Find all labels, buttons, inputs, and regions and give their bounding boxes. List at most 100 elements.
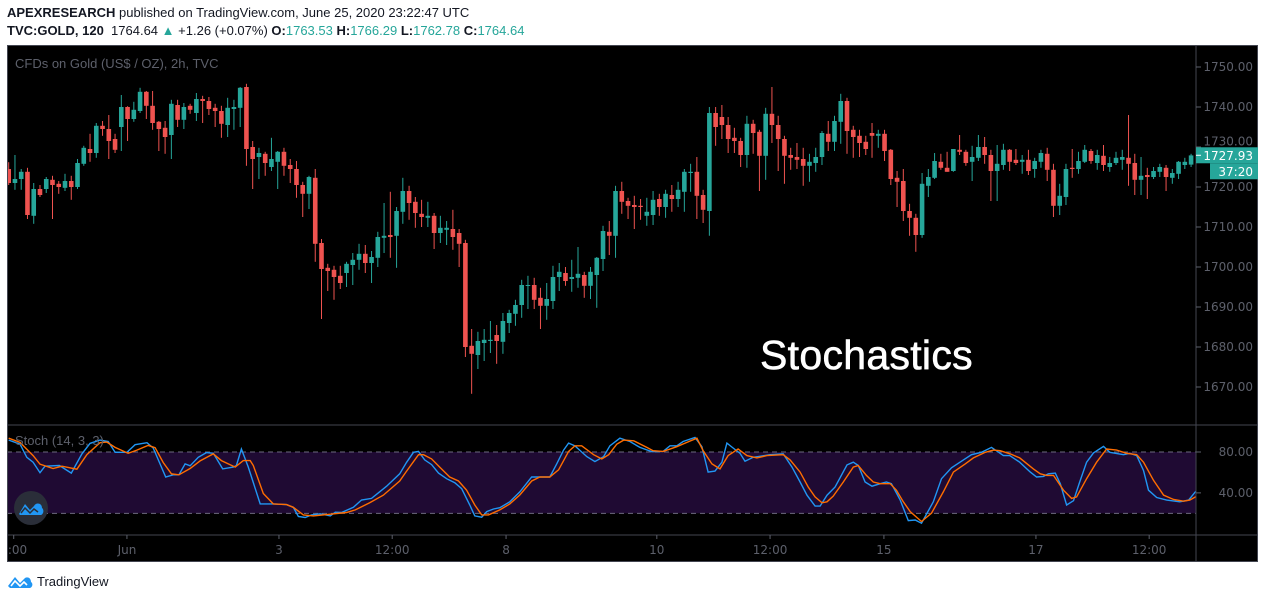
candle-body bbox=[181, 107, 187, 120]
candle-body bbox=[37, 189, 43, 195]
candle bbox=[932, 153, 937, 179]
candle bbox=[969, 145, 975, 181]
candle-body bbox=[750, 123, 756, 133]
candle bbox=[444, 221, 449, 245]
high-label: H: bbox=[336, 23, 351, 38]
candle-body bbox=[800, 159, 806, 166]
stoch-band bbox=[7, 452, 1196, 514]
candle-body bbox=[394, 211, 399, 236]
candle bbox=[1032, 157, 1037, 178]
candle bbox=[594, 257, 600, 308]
chart-frame[interactable]: 1750.00 1740.00 1730.00 1720.00 1710.00 1700.… bbox=[7, 45, 1258, 562]
candle bbox=[287, 159, 293, 183]
candle bbox=[68, 175, 74, 200]
candle bbox=[725, 117, 731, 153]
candle-body bbox=[1051, 169, 1056, 206]
candle bbox=[406, 185, 412, 220]
price-tick-label: 1710.00 bbox=[1203, 220, 1253, 234]
candle bbox=[531, 277, 537, 309]
candle bbox=[1113, 151, 1119, 165]
candle bbox=[1051, 163, 1056, 217]
candle-body bbox=[869, 133, 875, 136]
candle bbox=[100, 121, 105, 136]
candle-body bbox=[1157, 167, 1163, 172]
candle bbox=[1176, 161, 1181, 179]
candle bbox=[463, 239, 468, 357]
candle bbox=[187, 103, 193, 114]
candle bbox=[156, 121, 162, 151]
candle-body bbox=[563, 273, 568, 281]
overlay-title: Stochastics bbox=[760, 332, 973, 379]
candle bbox=[325, 263, 331, 291]
candle-body bbox=[951, 149, 956, 171]
candle-body bbox=[231, 107, 237, 109]
candle bbox=[657, 193, 662, 216]
candle-body bbox=[550, 277, 556, 301]
candle-body bbox=[769, 113, 775, 125]
candle bbox=[388, 191, 393, 258]
candle-body bbox=[1044, 153, 1050, 170]
time-tick-label: 3 bbox=[275, 543, 283, 557]
candle bbox=[1026, 149, 1031, 175]
candle bbox=[506, 309, 512, 333]
candle-body bbox=[544, 299, 550, 306]
time-tick-label: 12:00 bbox=[753, 543, 788, 557]
brand-name: TradingView bbox=[37, 573, 109, 589]
candle bbox=[1094, 149, 1100, 170]
candle bbox=[775, 115, 781, 171]
candle-body bbox=[581, 275, 587, 286]
candle bbox=[807, 153, 812, 182]
candle bbox=[857, 129, 862, 157]
candle bbox=[431, 213, 437, 249]
candle bbox=[976, 135, 981, 161]
candle-body bbox=[444, 227, 449, 230]
candle bbox=[919, 173, 925, 238]
candle bbox=[519, 279, 524, 318]
candle-body bbox=[200, 99, 205, 101]
candle-body bbox=[638, 205, 643, 207]
candle bbox=[250, 141, 255, 189]
main-series-legend[interactable]: CFDs on Gold (US$ / OZ), 2h, TVC bbox=[15, 56, 219, 71]
candle-body bbox=[838, 101, 844, 122]
candle-body bbox=[600, 231, 606, 259]
candle-body bbox=[300, 185, 306, 194]
candle-body bbox=[244, 87, 249, 149]
candle-body bbox=[588, 271, 593, 286]
publisher-name[interactable]: APEXRESEARCH bbox=[7, 5, 116, 20]
candle bbox=[150, 91, 155, 130]
candle-body bbox=[675, 189, 681, 199]
candle bbox=[850, 125, 856, 158]
stoch-legend[interactable]: Stoch (14, 3, 3) bbox=[15, 433, 104, 448]
candle-body bbox=[707, 113, 712, 211]
candle-body bbox=[994, 163, 1000, 171]
candle bbox=[206, 97, 212, 115]
candle bbox=[494, 325, 499, 364]
candle-body bbox=[619, 191, 625, 202]
candle-body bbox=[1113, 157, 1119, 163]
stoch-tick-label: 40.00 bbox=[1219, 486, 1253, 500]
footer-brand[interactable]: TradingView bbox=[7, 573, 109, 589]
candle bbox=[838, 93, 844, 144]
candle bbox=[1126, 115, 1131, 186]
candle-body bbox=[1132, 163, 1138, 180]
candle-body bbox=[93, 125, 99, 153]
chart-canvas[interactable]: 1750.001740.001730.001720.001710.001700.… bbox=[7, 45, 1258, 562]
candle bbox=[901, 169, 906, 221]
candle-body bbox=[356, 253, 362, 260]
candle bbox=[588, 267, 593, 299]
candle-body bbox=[194, 99, 199, 113]
tradingview-watermark-icon[interactable] bbox=[14, 491, 48, 525]
time-tick-label: 8 bbox=[502, 543, 510, 557]
candle-body bbox=[913, 217, 919, 235]
candle-body bbox=[1101, 155, 1106, 165]
candle-body bbox=[606, 231, 612, 236]
candle-body bbox=[175, 105, 180, 120]
candle bbox=[613, 185, 618, 258]
candle-body bbox=[863, 141, 869, 149]
candle-body bbox=[644, 211, 650, 216]
candle-body bbox=[212, 107, 218, 111]
candle-body bbox=[519, 285, 524, 305]
candle-body bbox=[62, 181, 68, 188]
candle bbox=[1076, 151, 1081, 174]
candle-body bbox=[700, 195, 706, 210]
